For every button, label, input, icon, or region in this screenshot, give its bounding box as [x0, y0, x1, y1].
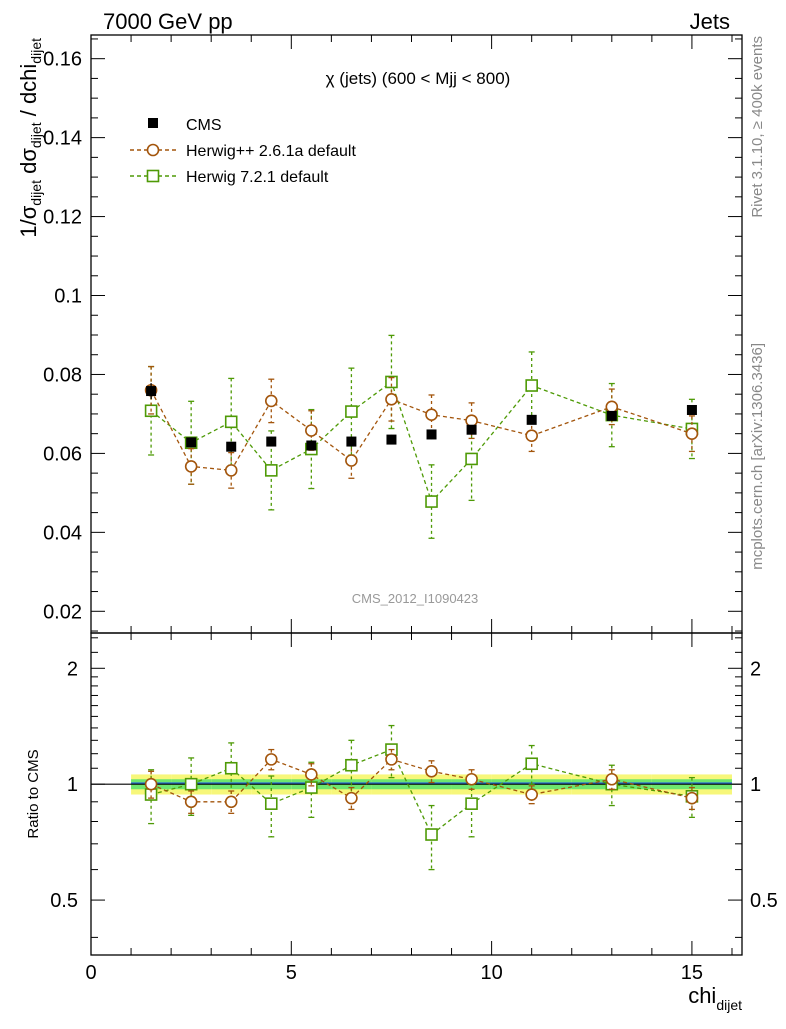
point-cms — [266, 436, 277, 447]
y-tick-label: 0.08 — [43, 364, 82, 386]
energy-label: 7000 GeV pp — [103, 9, 233, 34]
point-herwig7 — [525, 379, 538, 392]
point-cms — [686, 404, 697, 415]
x-tick-label: 15 — [681, 962, 703, 984]
legend-marker-herwigpp — [146, 143, 160, 157]
analysis-tag: CMS_2012_I1090423 — [352, 591, 479, 606]
y-tick-label: 0.04 — [43, 522, 82, 544]
mcplots-label: mcplots.cern.ch [arXiv:1306.3436] — [749, 343, 766, 570]
point-herwigpp — [345, 454, 358, 467]
point-herwigpp — [465, 414, 478, 427]
ratio-point-herwigpp — [465, 772, 478, 786]
point-herwigpp — [525, 429, 538, 442]
y-tick-label: 0.1 — [54, 286, 82, 308]
point-herwig7 — [465, 452, 478, 466]
ratio-point-herwigpp — [264, 753, 278, 766]
x-tick-label: 0 — [85, 962, 96, 984]
point-herwigpp — [605, 400, 619, 414]
point-herwigpp — [264, 394, 278, 408]
y-tick-label: 0.16 — [43, 49, 82, 71]
y-tick-label: 0.14 — [43, 128, 82, 150]
legend-label-cms: CMS — [186, 117, 222, 134]
point-cms — [426, 429, 437, 440]
point-herwigpp — [184, 460, 198, 473]
ratio-axis-label: Ratio to CMS — [25, 749, 42, 838]
point-herwigpp — [685, 427, 699, 440]
plot-title: χ (jets) (600 < Mjj < 800) — [326, 69, 511, 88]
point-herwig7 — [264, 464, 278, 477]
rivet-label: Rivet 3.1.10, ≥ 400k events — [749, 36, 766, 218]
point-cms — [346, 436, 357, 447]
ratio-y-tick-label: 0.5 — [50, 890, 78, 912]
ratio-point-herwigpp — [685, 791, 699, 805]
ratio-point-herwigpp — [144, 777, 158, 791]
point-cms — [186, 437, 197, 448]
x-tick-label: 5 — [286, 962, 297, 984]
ratio-point-herwig7 — [465, 797, 478, 810]
y-axis-label: 1/σdijet dσdijet / dchidijet — [16, 38, 44, 238]
legend-marker-cms — [148, 118, 158, 128]
ratio-point-herwig7 — [425, 828, 438, 841]
legend-marker-herwig7 — [146, 169, 160, 183]
legend-label-herwigpp: Herwig++ 2.6.1a default — [186, 143, 356, 160]
point-herwig7 — [224, 415, 238, 429]
y-tick-label: 0.02 — [43, 601, 82, 623]
legend: CMS Herwig++ 2.6.1a default Herwig 7.2.1… — [130, 117, 356, 186]
ratio-point-herwigpp — [345, 791, 358, 805]
point-cms — [526, 414, 537, 425]
series-line-herwigpp — [150, 389, 693, 472]
ratio-point-herwig7 — [525, 757, 538, 771]
ratio-y-tick-label: 1 — [67, 774, 78, 796]
ratio-line-herwigpp — [150, 758, 693, 803]
point-herwigpp — [425, 408, 438, 422]
ratio-point-herwigpp — [184, 795, 198, 809]
ratio-y-tick-label: 2 — [67, 658, 78, 680]
main-plot-layer: 0.02 0.04 0.06 0.08 0.1 0.12 0.14 0.16 — [43, 35, 742, 633]
ratio-point-herwigpp — [525, 788, 538, 801]
ratio-point-herwigpp — [224, 795, 238, 809]
point-herwigpp — [305, 424, 318, 437]
x-axis-label: chidijet — [688, 983, 742, 1013]
ratio-y-tick-label-right: 1 — [750, 774, 761, 796]
ratio-point-herwig7 — [264, 797, 278, 810]
point-herwig7 — [425, 495, 438, 508]
point-herwig7 — [345, 405, 358, 418]
x-tick-label: 10 — [480, 962, 502, 984]
y-tick-label: 0.12 — [43, 207, 82, 229]
point-cms — [146, 386, 157, 397]
ratio-y-tick-label-right: 0.5 — [750, 890, 778, 912]
point-cms — [386, 434, 397, 445]
ratio-plot-layer: 0 5 10 15 0.5 0.5 1 1 2 2 — [50, 633, 778, 984]
ratio-point-herwigpp — [385, 753, 398, 766]
ratio-point-herwigpp — [305, 768, 318, 781]
ratio-point-herwigpp — [425, 765, 438, 778]
ratio-point-herwig7 — [345, 758, 358, 772]
point-herwigpp — [385, 393, 398, 406]
ratio-y-tick-label-right: 2 — [750, 658, 761, 680]
ratio-frame — [90, 632, 743, 956]
ratio-point-herwigpp — [605, 772, 619, 786]
y-tick-label: 0.06 — [43, 443, 82, 465]
ratio-line-herwig7 — [150, 748, 693, 836]
ratio-point-herwig7 — [184, 777, 198, 791]
point-herwigpp — [224, 464, 238, 477]
legend-label-herwig7: Herwig 7.2.1 default — [186, 169, 329, 186]
category-label: Jets — [690, 9, 730, 34]
ratio-point-herwig7 — [224, 761, 238, 775]
point-cms — [606, 410, 617, 421]
series-line-herwig7 — [150, 380, 693, 503]
point-herwig7 — [385, 375, 398, 389]
point-cms — [466, 424, 477, 435]
point-cms — [306, 440, 317, 451]
point-cms — [226, 441, 237, 452]
